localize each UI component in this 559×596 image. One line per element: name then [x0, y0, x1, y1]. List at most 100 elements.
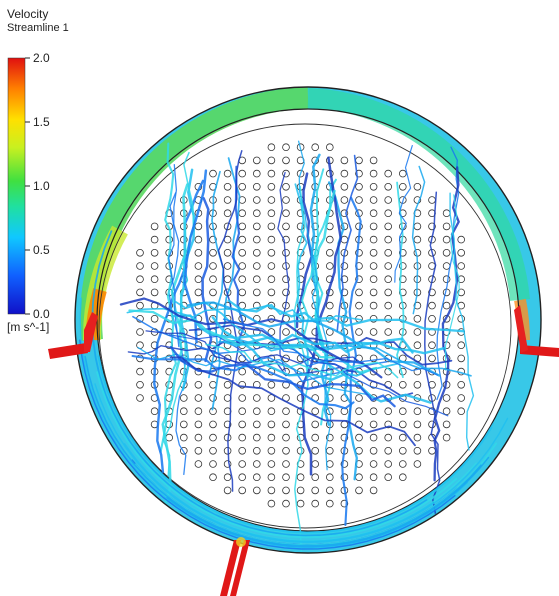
tube — [238, 420, 247, 429]
tube — [369, 169, 378, 178]
tube — [282, 288, 290, 297]
tube — [223, 169, 232, 178]
tube — [384, 222, 393, 231]
tube — [194, 460, 203, 468]
tube — [369, 183, 378, 191]
streamline — [94, 383, 509, 544]
streamline — [169, 356, 416, 447]
tube — [398, 288, 407, 297]
tube — [180, 420, 188, 429]
tube — [384, 209, 393, 218]
streamline — [336, 154, 359, 333]
tube — [136, 249, 144, 257]
tube — [384, 262, 393, 270]
tube — [223, 249, 232, 257]
tube — [457, 249, 466, 257]
tube — [355, 394, 363, 402]
tube — [223, 275, 232, 284]
tube — [340, 433, 349, 442]
tube — [209, 446, 217, 455]
tube — [136, 328, 144, 336]
streamline — [145, 330, 367, 367]
tube — [355, 249, 363, 257]
tube — [282, 460, 290, 468]
tube — [369, 354, 378, 363]
streamline — [96, 371, 458, 539]
tube — [194, 262, 203, 270]
tube — [384, 169, 393, 178]
tube — [384, 407, 393, 416]
tube — [136, 380, 144, 389]
tube — [442, 433, 451, 442]
streamline — [166, 456, 490, 548]
streamline — [217, 150, 243, 492]
tube — [150, 262, 159, 270]
tube — [267, 249, 276, 257]
streamline — [98, 355, 494, 533]
tube — [223, 183, 232, 191]
tube — [223, 367, 232, 376]
tube — [136, 394, 144, 402]
tube — [442, 235, 451, 244]
streamline — [227, 299, 465, 333]
tube — [325, 486, 334, 495]
streamline — [223, 333, 446, 355]
tube — [457, 394, 466, 402]
tube — [340, 169, 349, 178]
tube — [398, 262, 407, 270]
legend-unit: [m s^-1] — [7, 320, 49, 334]
tube — [209, 420, 217, 429]
streamline — [179, 168, 196, 391]
tube — [267, 262, 276, 270]
tube — [369, 486, 378, 495]
tube — [369, 301, 378, 310]
tube — [252, 473, 261, 482]
tube — [267, 407, 276, 416]
tube — [252, 222, 261, 231]
tube — [325, 235, 334, 244]
tube — [282, 169, 290, 178]
tube — [252, 407, 261, 416]
tube — [325, 143, 334, 152]
tube — [296, 169, 305, 178]
tube — [223, 380, 232, 389]
tube — [180, 394, 188, 402]
tube — [238, 394, 247, 402]
tube — [238, 209, 247, 218]
tube — [413, 407, 422, 416]
tube — [413, 183, 422, 191]
tube — [398, 460, 407, 468]
tube — [384, 249, 393, 257]
outlet-nozzle-right — [514, 305, 559, 357]
tube — [457, 235, 466, 244]
tube — [355, 473, 363, 482]
tube — [267, 473, 276, 482]
tube — [340, 156, 349, 165]
tube — [282, 143, 290, 152]
tube — [325, 249, 334, 257]
tube — [150, 275, 159, 284]
tube — [194, 433, 203, 442]
tube — [136, 301, 144, 310]
tube — [252, 196, 261, 204]
streamline — [186, 301, 441, 377]
drain-nozzle-bottom — [220, 537, 250, 596]
tube — [136, 288, 144, 297]
tube — [238, 380, 247, 389]
tube — [252, 446, 261, 455]
tube — [267, 156, 276, 165]
tube — [209, 433, 217, 442]
tube — [209, 235, 217, 244]
tube — [296, 222, 305, 231]
tube — [369, 209, 378, 218]
tube — [428, 196, 436, 204]
tube — [442, 249, 451, 257]
streamline — [222, 318, 439, 376]
tube — [223, 486, 232, 495]
tube — [369, 407, 378, 416]
tube — [384, 433, 393, 442]
tube — [457, 380, 466, 389]
tube — [340, 420, 349, 429]
tube — [223, 473, 232, 482]
tube — [442, 394, 451, 402]
